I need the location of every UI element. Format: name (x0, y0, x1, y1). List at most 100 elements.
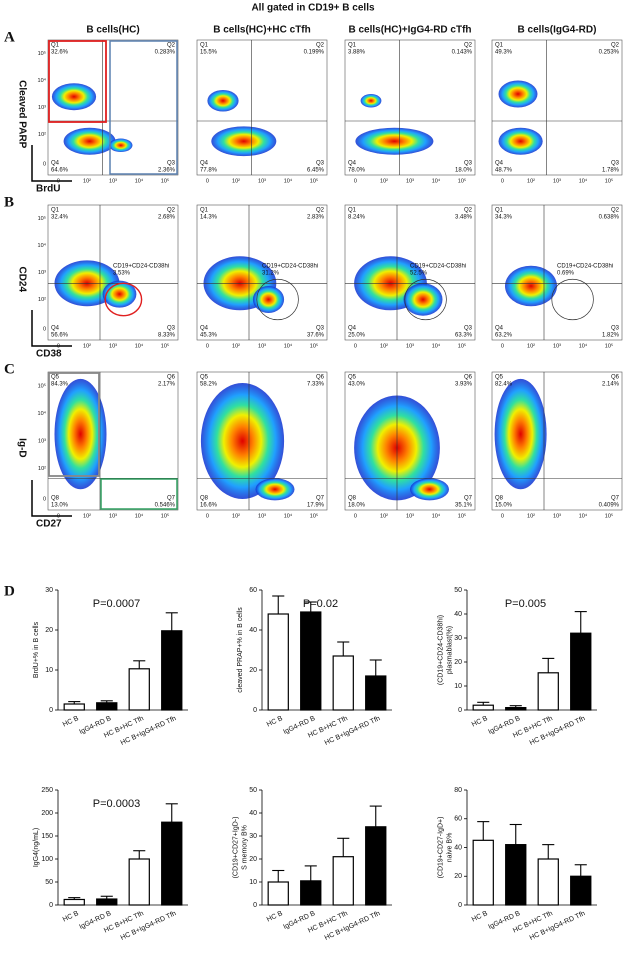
y-tick-label: 0 (43, 327, 46, 333)
quadrant-name: Q2 (611, 208, 620, 214)
quadrant-name: Q7 (167, 496, 176, 502)
y-tick-label: 20 (45, 627, 53, 634)
x-tick-label: 10³ (553, 343, 561, 349)
gate (551, 278, 594, 321)
x-tick-label: 10³ (406, 513, 414, 519)
x-tick-label: 10⁵ (458, 177, 466, 184)
bar (63, 703, 85, 711)
bar (267, 881, 289, 906)
density-cloud (498, 80, 538, 108)
quadrant-percent: 58.2% (200, 382, 218, 388)
quadrant-name: Q4 (200, 161, 209, 167)
y-axis-label: naive B% (446, 833, 453, 863)
quadrant-name: Q3 (316, 326, 325, 332)
density-cloud (109, 138, 133, 153)
x-tick-label: 10⁵ (161, 512, 169, 519)
y-axis-label: CD24 (16, 266, 27, 292)
x-tick-label: 10² (83, 343, 91, 349)
density-cloud (255, 478, 295, 501)
panel-letter: A (4, 29, 15, 45)
density-cloud (410, 478, 449, 501)
quadrant-name: Q2 (316, 208, 325, 214)
y-tick-label: 100 (41, 856, 53, 863)
bar (332, 655, 354, 711)
x-axis-label: CD38 (36, 349, 62, 360)
x-tick-label: 10⁴ (135, 177, 144, 184)
x-tick-label: 10³ (258, 513, 266, 519)
quadrant-percent: 0.283% (155, 50, 176, 56)
quadrant-percent: 0.409% (599, 503, 620, 509)
y-tick-label: 20 (249, 856, 257, 863)
x-tick-label: HC B+IgG4-RD Tfh (324, 910, 382, 942)
bar (537, 858, 559, 906)
quadrant-percent: 1.78% (602, 168, 620, 174)
quadrant-name: Q3 (167, 161, 176, 167)
x-tick-label: 0 (206, 343, 209, 349)
x-tick-label: 10² (527, 343, 535, 349)
y-tick-label: 10⁴ (38, 77, 47, 84)
p-value: P=0.02 (303, 598, 338, 610)
y-tick-label: 50 (454, 587, 462, 594)
y-axis-label: BrdU+% in B cells (33, 621, 40, 678)
axis-arrow (31, 145, 72, 182)
quadrant-name: Q1 (200, 43, 209, 49)
y-axis-label: Ig-D (16, 438, 27, 457)
quadrant-name: Q6 (611, 375, 620, 381)
quadrant-percent: 2.36% (158, 168, 176, 174)
x-tick-label: 10³ (553, 178, 561, 184)
quadrant-name: Q1 (495, 208, 504, 214)
quadrant-name: Q1 (51, 208, 60, 214)
x-tick-label: 10⁴ (284, 342, 293, 349)
quadrant-name: Q2 (167, 43, 176, 49)
x-tick-label: 10⁵ (458, 342, 466, 349)
x-tick-label: 0 (354, 513, 357, 519)
y-tick-label: 30 (45, 587, 53, 594)
x-tick-label: 10² (380, 343, 388, 349)
x-tick-label: 10⁴ (135, 512, 144, 519)
y-tick-label: 250 (41, 787, 53, 794)
bar (537, 672, 559, 711)
x-tick-label: HC B+IgG4-RD Tfh (529, 715, 587, 747)
y-tick-label: 0 (253, 707, 257, 714)
bar (472, 704, 494, 711)
quadrant-percent: 64.6% (51, 168, 69, 174)
panel-letter: B (4, 194, 14, 210)
quadrant-percent: 34.3% (495, 215, 513, 221)
quadrant-name: Q1 (348, 208, 357, 214)
x-tick-label: 0 (354, 343, 357, 349)
quadrant-percent: 1.82% (602, 333, 620, 339)
x-tick-label: HC B+IgG4-RD Tfh (324, 715, 382, 747)
quadrant-percent: 25.0% (348, 333, 366, 339)
quadrant-percent: 18.0% (348, 503, 366, 509)
plot-frame (344, 39, 476, 176)
quadrant-percent: 32.4% (51, 215, 69, 221)
y-tick-label: 10 (454, 683, 462, 690)
gate (104, 282, 143, 317)
density-cloud (403, 283, 443, 316)
gate-percent: 52.5% (410, 270, 428, 276)
y-tick-label: 60 (249, 587, 257, 594)
gate-percent: 3.53% (113, 270, 131, 276)
density-cloud (211, 126, 277, 157)
quadrant-percent: 3.93% (455, 382, 473, 388)
quadrant-percent: 35.1% (455, 503, 473, 509)
x-tick-label: 10⁵ (458, 512, 466, 519)
x-tick-label: 10² (232, 343, 240, 349)
bar (300, 611, 322, 711)
quadrant-name: Q7 (316, 496, 325, 502)
y-tick-label: 10 (45, 667, 53, 674)
y-axis-label: S memory B% (241, 825, 248, 870)
quadrant-percent: 49.3% (495, 50, 513, 56)
x-tick-label: 10⁵ (605, 177, 613, 184)
gate-percent: 0.69% (557, 270, 575, 276)
axis-arrow (31, 310, 72, 347)
x-tick-label: HC B (62, 715, 80, 729)
x-tick-label: 10⁴ (579, 177, 588, 184)
quadrant-percent: 37.6% (307, 333, 325, 339)
gate-label: CD19+CD24-CD38hi (557, 263, 613, 269)
quadrant-name: Q8 (51, 496, 60, 502)
quadrant-name: Q4 (51, 326, 60, 332)
quadrant-percent: 56.6% (51, 333, 69, 339)
x-tick-label: 10³ (406, 178, 414, 184)
y-tick-label: 10⁵ (38, 382, 46, 389)
